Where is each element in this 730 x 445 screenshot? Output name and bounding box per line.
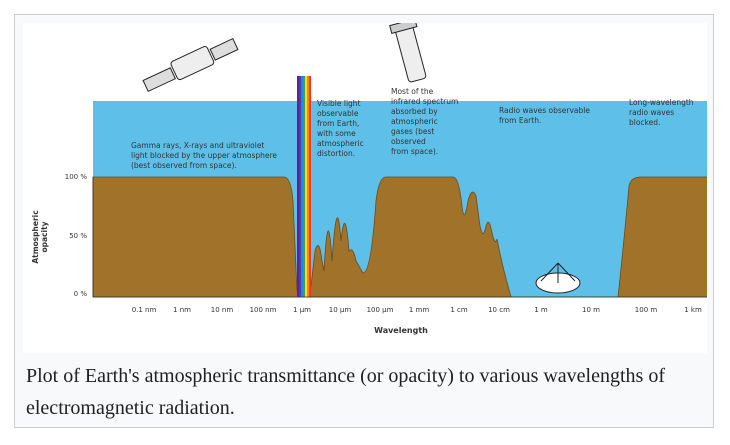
x-tick-label: 1 km [684, 306, 702, 314]
y-axis-title: opacity [40, 221, 49, 252]
satellite-icon [142, 37, 239, 93]
annotation-line: radio waves [629, 108, 674, 117]
annotation-line: observed [391, 137, 426, 146]
annotation-line: Radio waves observable [499, 106, 590, 115]
annotation-line: absorbed by [391, 107, 438, 116]
x-tick-label: 100 nm [250, 306, 277, 314]
x-tick-label: 1 nm [173, 306, 191, 314]
y-tick-label: 0 % [74, 290, 88, 298]
annotation-line: Most of the [391, 87, 434, 96]
radio-dish-icon [535, 262, 581, 294]
annotation-line: with some [317, 129, 356, 138]
annotation-line: Long-wavelength [629, 98, 694, 107]
annotation-line: from Earth. [499, 116, 541, 125]
annotation-line: from space). [391, 147, 438, 156]
annotation-line: light blocked by the upper atmosphere [131, 151, 277, 160]
annotation-line: observable [317, 109, 359, 118]
visible-spectrum [297, 76, 311, 297]
y-tick-label: 100 % [65, 173, 88, 181]
x-tick-label: 10 μm [329, 306, 352, 314]
x-axis-title: Wavelength [374, 326, 428, 335]
x-tick-label: 10 cm [488, 306, 510, 314]
annotation-line: infrared spectrum [391, 97, 458, 106]
annotation-line: (best observed from space). [131, 161, 237, 170]
annotation-line: Visible light [317, 99, 361, 108]
x-tick-label: 100 m [635, 306, 658, 314]
opacity-curve [92, 176, 707, 298]
figure-image: Gamma rays, X-rays and ultravioletlight … [23, 23, 707, 353]
x-tick-label: 0.1 nm [132, 306, 157, 314]
annotation-line: blocked. [629, 118, 660, 127]
x-tick-label: 1 mm [409, 306, 429, 314]
caption: Plot of Earth's atmospheric transmittanc… [26, 365, 665, 419]
annotation-line: from Earth, [317, 119, 359, 128]
annotation-line: gases (best [391, 127, 434, 136]
x-tick-label: 10 m [582, 306, 600, 314]
y-axis-title: Atmospheric [31, 210, 40, 263]
figure-frame: Gamma rays, X-rays and ultraviolet light … [14, 14, 714, 428]
y-tick-label: 50 % [69, 232, 87, 240]
annotation-line: atmospheric [391, 117, 438, 126]
x-tick-label: 100 μm [367, 306, 394, 314]
x-tick-label: 1 cm [450, 306, 468, 314]
telescope-icon [389, 23, 427, 83]
annotation-line: distortion. [317, 149, 355, 158]
annotation-line: atmospheric [317, 139, 364, 148]
annotation-line: Gamma rays, X-rays and ultraviolet [131, 141, 264, 150]
x-tick-label: 1 m [534, 306, 548, 314]
x-tick-label: 10 nm [211, 306, 234, 314]
x-tick-label: 1 μm [293, 306, 311, 314]
